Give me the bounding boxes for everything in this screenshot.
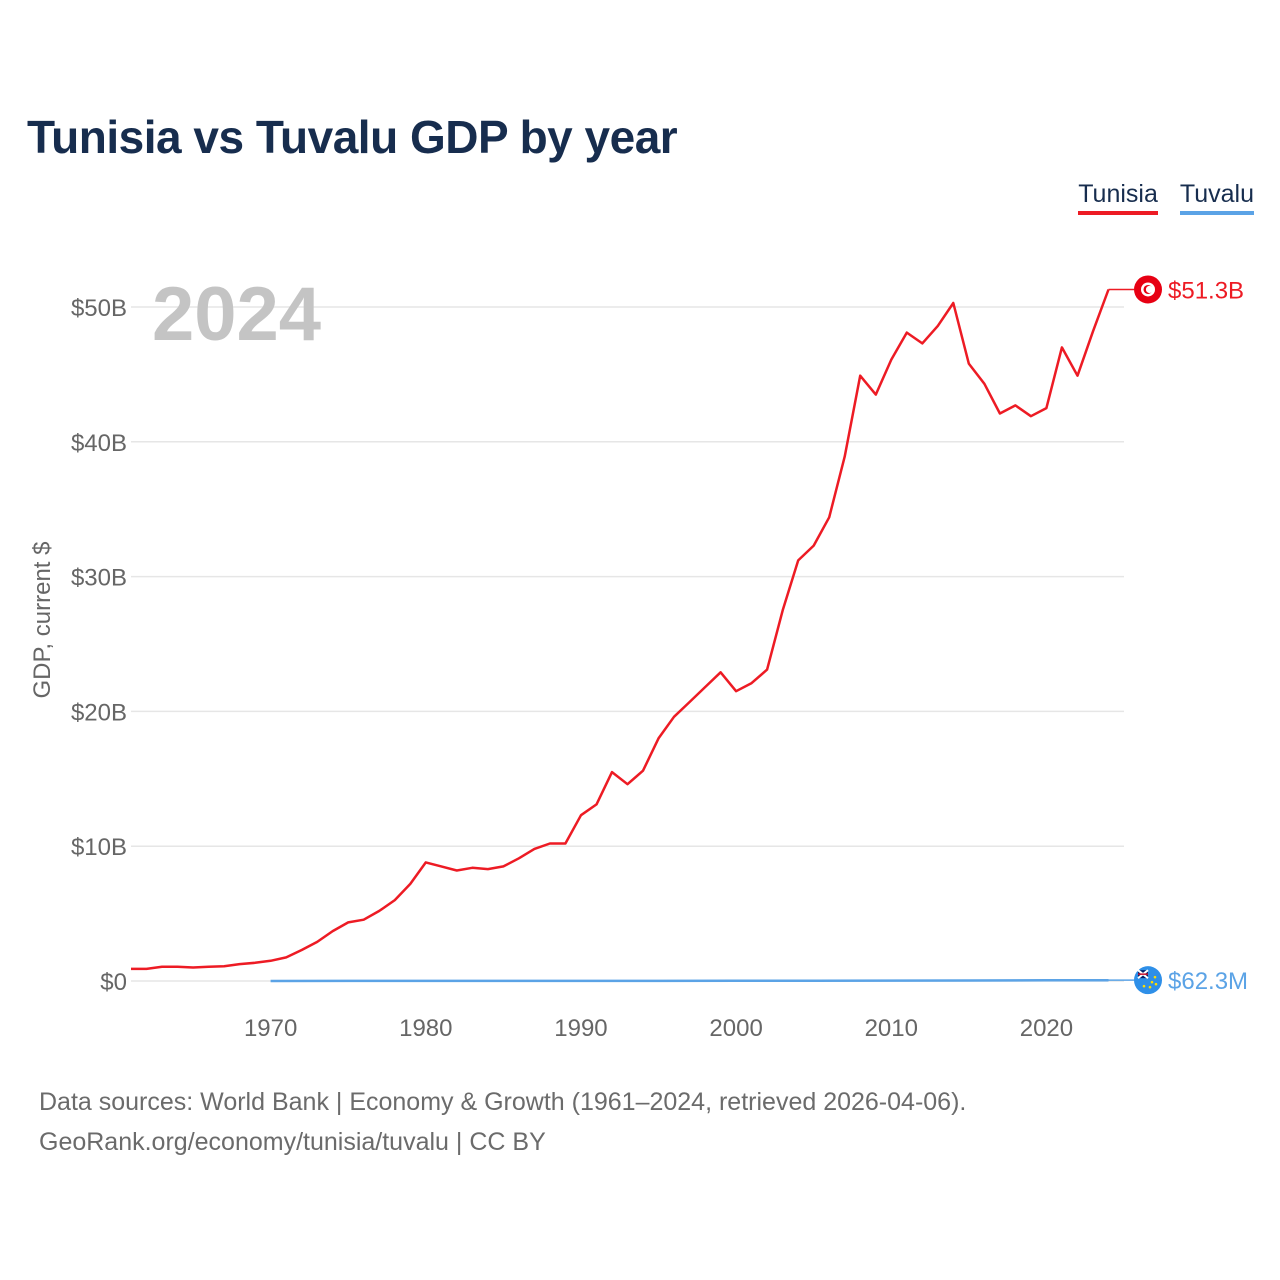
x-tick-label: 1970 [244,1015,297,1042]
series-line-tuvalu [270,978,1109,983]
y-tick-label: $0 [100,969,127,996]
y-axis-ticks: $0 $10B $20B $30B $40B $50B [71,295,127,996]
flag-crescent-cut [1145,285,1154,294]
footer: Data sources: World Bank | Economy & Gro… [39,1082,966,1162]
flag-star [1154,982,1158,986]
tunisia-flag-icon [1134,275,1162,304]
x-tick-label: 1980 [399,1015,452,1042]
flag-star [1153,975,1157,979]
x-tick-label: 1990 [554,1015,607,1042]
y-tick-label: $20B [71,699,127,726]
flag-star [1142,984,1146,988]
tuvalu-flag-icon [1134,966,1162,995]
y-tick-label: $50B [71,295,127,322]
x-tick-label: 2020 [1020,1015,1073,1042]
y-tick-label: $30B [71,565,127,592]
flag-star [1148,985,1152,989]
flag-star [1150,980,1154,984]
y-tick-label: $10B [71,834,127,861]
source-link[interactable]: GeoRank.org/economy/tunisia/tuvalu | CC … [39,1128,546,1156]
year-watermark: 2024 [152,272,321,357]
y-axis-label: GDP, current $ [29,542,56,699]
chart-title: Tunisia vs Tuvalu GDP by year [27,111,678,163]
x-tick-label: 2010 [865,1015,918,1042]
legend: Tunisia Tuvalu [1078,180,1254,215]
x-tick-label: 2000 [709,1015,762,1042]
legend-item-tunisia[interactable]: Tunisia [1078,180,1158,215]
series-lines [131,289,1110,983]
end-labels: $51.3B $62.3M [1108,275,1248,995]
legend-item-tuvalu[interactable]: Tuvalu [1179,180,1254,215]
gridlines [131,306,1124,982]
data-sources: Data sources: World Bank | Economy & Gro… [39,1088,967,1116]
end-label-tuvalu: $62.3M [1168,968,1248,995]
y-tick-label: $40B [71,430,127,457]
x-axis-ticks: 1970 1980 1990 2000 2010 2020 [244,1015,1073,1042]
end-label-tunisia: $51.3B [1168,277,1244,304]
series-line-tunisia [131,289,1110,971]
